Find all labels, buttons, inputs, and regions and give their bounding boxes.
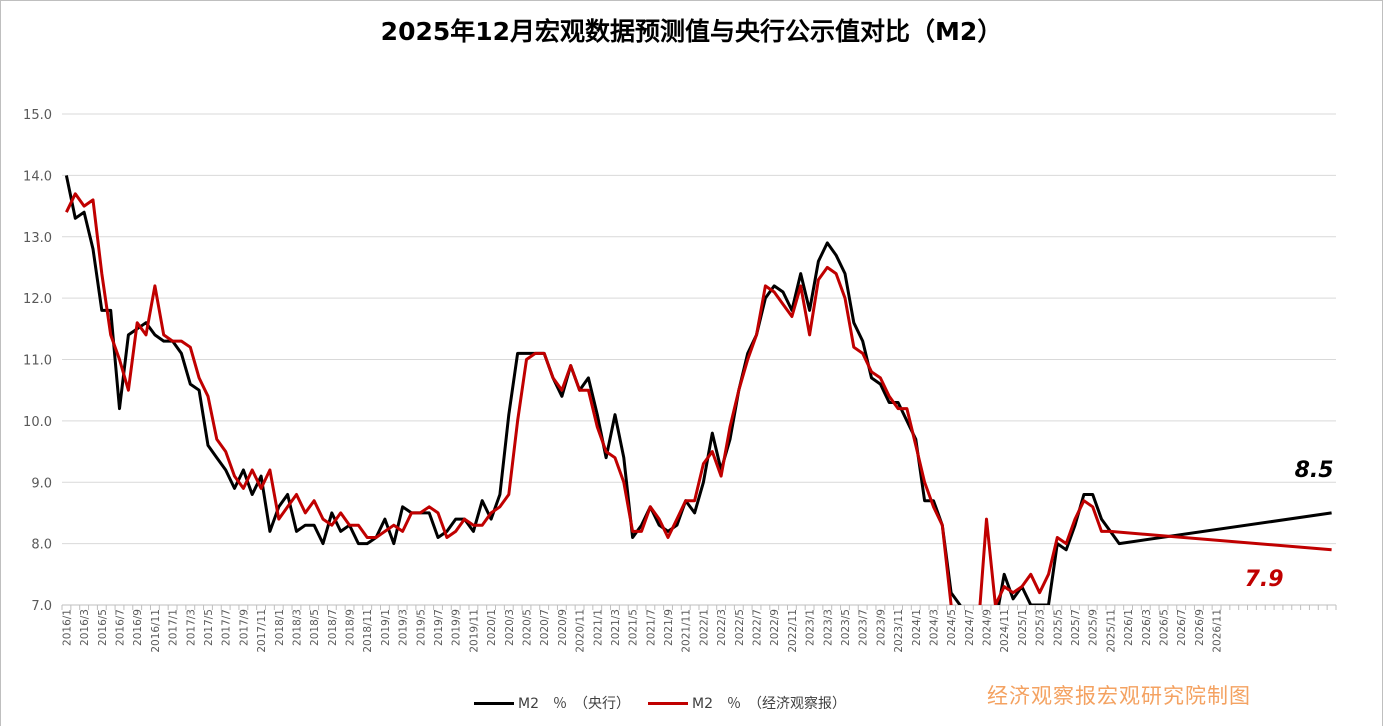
y-tick-label: 14.0 [23,169,52,184]
x-tick-label: 2026/5 [1158,609,1170,646]
x-tick-label: 2016/5 [97,609,109,646]
x-tick-label: 2022/11 [787,609,799,653]
x-tick-label: 2016/3 [79,609,91,646]
x-tick-label: 2023/7 [858,609,870,646]
x-tick-label: 2026/7 [1176,609,1188,646]
x-tick-label: 2017/11 [256,609,268,653]
x-tick-label: 2022/5 [734,609,746,646]
x-tick-label: 2017/9 [238,609,250,646]
x-tick-label: 2020/7 [539,609,551,646]
x-tick-label: 2026/1 [1123,609,1135,646]
x-tick-label: 2024/11 [999,609,1011,653]
series-line-eeo [65,192,1332,605]
end-label-eeo: 7.9 [1245,567,1284,592]
chart-title: 2025年12月宏观数据预测值与央行公示值对比（M2） [380,17,1003,46]
x-tick-label: 2018/11 [362,609,374,653]
x-tick-label: 2016/1 [61,609,73,646]
chart-legend: M2 ％ （央行） M2 ％ （经济观察报） [474,692,864,714]
x-tick-label: 2023/5 [840,609,852,646]
x-tick-label: 2025/1 [1017,609,1029,646]
x-tick-label: 2018/1 [274,609,286,646]
y-tick-label: 8.0 [31,538,52,553]
x-tick-label: 2017/7 [221,609,233,646]
legend-item-central-bank: M2 ％ （央行） [474,693,630,713]
x-tick-label: 2016/9 [132,609,144,646]
x-tick-label: 2020/3 [504,609,516,646]
x-tick-label: 2022/3 [716,609,728,646]
x-tick-label: 2017/5 [203,609,215,646]
x-tick-label: 2023/9 [875,609,887,646]
y-tick-label: 11.0 [23,354,52,369]
x-tick-label: 2024/7 [964,609,976,646]
x-tick-label: 2025/3 [1035,609,1047,646]
x-tick-label: 2018/3 [291,609,303,646]
y-tick-label: 9.0 [31,476,52,491]
x-tick-label: 2024/3 [928,609,940,646]
x-tick-label: 2022/7 [752,609,764,646]
y-tick-label: 15.0 [23,108,52,123]
x-tick-label: 2023/1 [805,609,817,646]
legend-item-eeo: M2 ％ （经济观察报） [648,693,846,713]
x-tick-label: 2017/3 [185,609,197,646]
x-tick-label: 2018/7 [327,609,339,646]
watermark-text: 经济观察报宏观研究院制图 [987,684,1251,708]
y-tick-label: 12.0 [23,292,52,307]
x-tick-label: 2020/5 [521,609,533,646]
x-tick-label: 2020/1 [486,609,498,646]
series-line-central-bank [64,175,1332,605]
x-tick-label: 2017/1 [168,609,180,646]
x-tick-label: 2022/1 [698,609,710,646]
y-tick-label: 13.0 [23,231,52,246]
y-tick-label: 7.0 [31,599,52,614]
x-tick-label: 2021/11 [681,609,693,653]
x-tick-label: 2021/1 [592,609,604,646]
x-tick-label: 2026/11 [1212,609,1224,653]
x-tick-label: 2020/11 [575,609,587,653]
x-tick-label: 2026/3 [1141,609,1153,646]
end-label-central-bank: 8.5 [1295,458,1334,483]
x-tick-label: 2021/7 [645,609,657,646]
x-tick-label: 2025/11 [1105,609,1117,653]
x-tick-label: 2018/9 [345,609,357,646]
x-tick-label: 2016/7 [115,609,127,646]
x-tick-label: 2019/7 [433,609,445,646]
x-tick-label: 2021/5 [628,609,640,646]
x-tick-label: 2021/3 [610,609,622,646]
x-tick-label: 2023/3 [822,609,834,646]
x-tick-label: 2026/9 [1194,609,1206,646]
x-tick-label: 2020/9 [557,609,569,646]
legend-label-eeo: M2 ％ （经济观察报） [692,696,846,712]
x-tick-label: 2025/9 [1088,609,1100,646]
legend-label-central-bank: M2 ％ （央行） [518,696,630,712]
legend-swatch-red [648,701,688,705]
x-tick-label: 2025/7 [1070,609,1082,646]
x-tick-label: 2024/1 [911,609,923,646]
x-tick-label: 2016/11 [150,609,162,653]
x-tick-label: 2019/1 [380,609,392,646]
x-tick-label: 2019/9 [451,609,463,646]
y-tick-label: 10.0 [23,415,52,430]
x-tick-label: 2019/3 [398,609,410,646]
x-tick-label: 2021/9 [663,609,675,646]
legend-swatch-black [474,701,514,705]
x-tick-label: 2019/11 [468,609,480,653]
x-tick-label: 2025/5 [1052,609,1064,646]
x-tick-label: 2024/5 [946,609,958,646]
x-tick-label: 2023/11 [893,609,905,653]
x-tick-label: 2022/9 [769,609,781,646]
x-tick-label: 2018/5 [309,609,321,646]
x-tick-label: 2019/5 [415,609,427,646]
x-tick-label: 2024/9 [982,609,994,646]
